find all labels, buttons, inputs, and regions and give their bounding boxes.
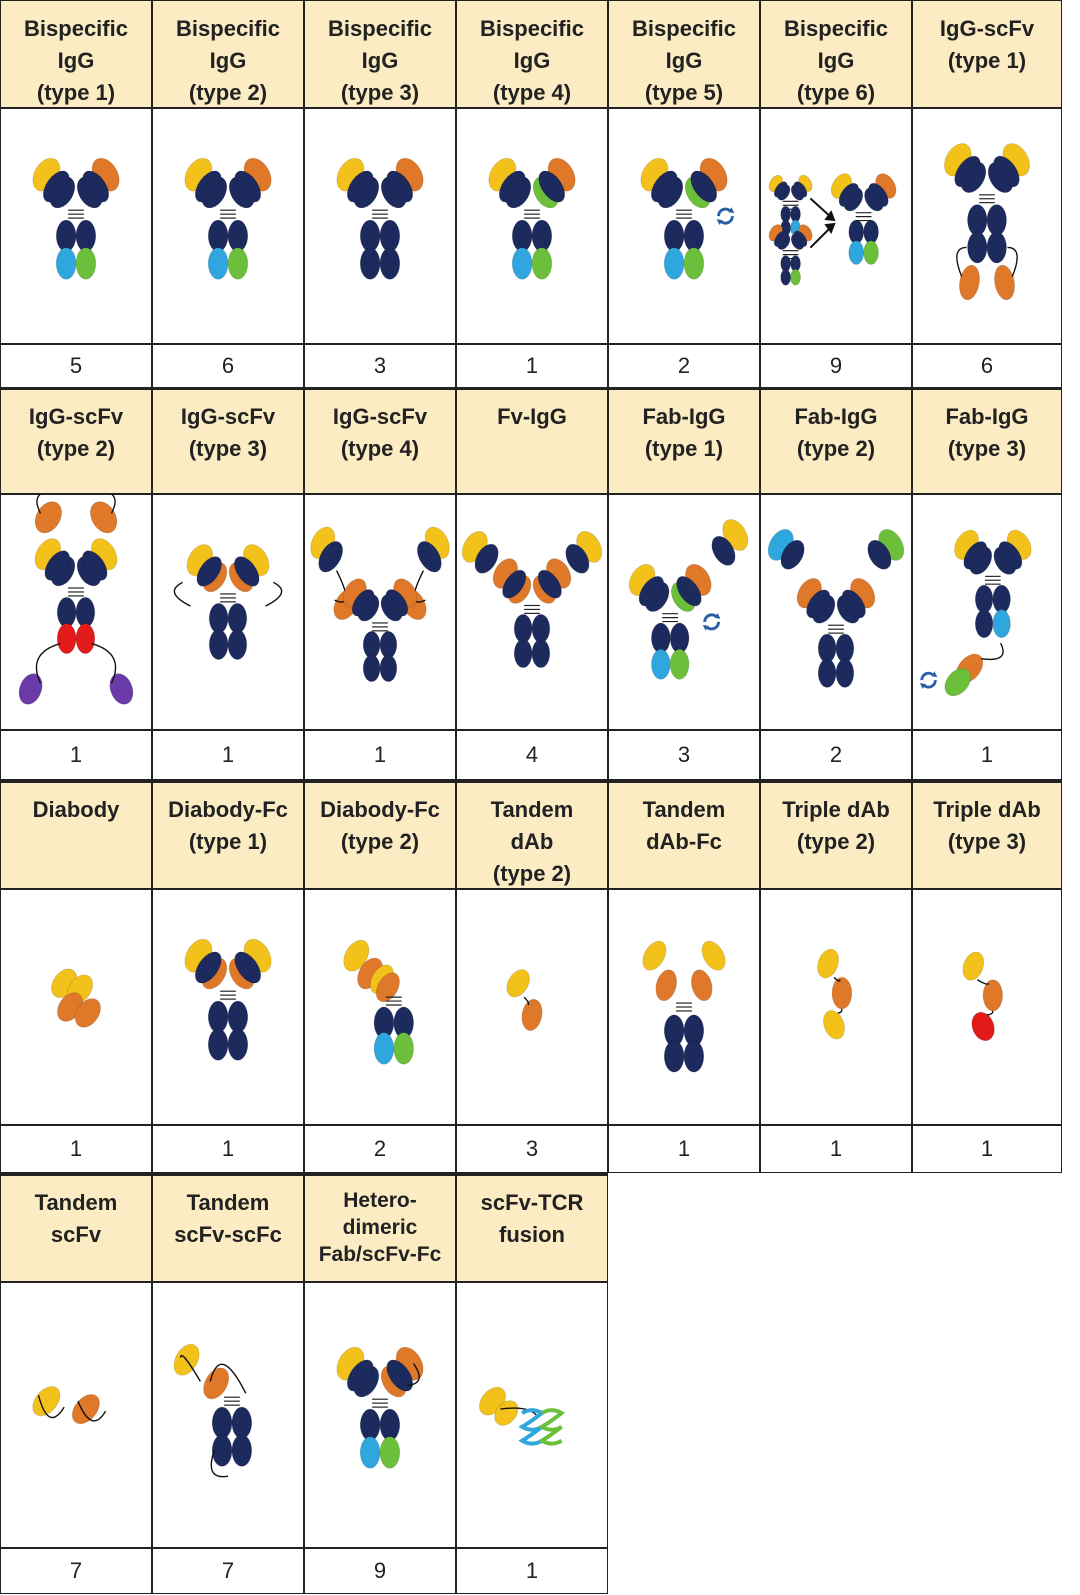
format-name: Bispecific IgG (type 2) (152, 0, 304, 108)
igg-assembly-icon (760, 108, 912, 344)
format-count: 6 (152, 344, 304, 388)
format-name: Fv-IgG (456, 388, 608, 494)
format-name: IgG-scFv (type 4) (304, 388, 456, 494)
tandem-scfv-scfc-icon (152, 1282, 304, 1548)
row-divider (0, 387, 1062, 390)
format-count: 3 (608, 730, 760, 780)
triple-dab-3-icon (912, 889, 1062, 1125)
format-count: 1 (0, 730, 152, 780)
igg-swap-arrows-icon (608, 108, 760, 344)
fab-igg-1-icon (608, 494, 760, 730)
format-count: 1 (152, 1125, 304, 1173)
format-name: Bispecific IgG (type 5) (608, 0, 760, 108)
format-name: Bispecific IgG (type 3) (304, 0, 456, 108)
format-count: 4 (456, 730, 608, 780)
format-count: 1 (0, 1125, 152, 1173)
format-name: Diabody (0, 781, 152, 889)
format-name: Bispecific IgG (type 1) (0, 0, 152, 108)
format-count: 3 (456, 1125, 608, 1173)
format-count: 3 (304, 344, 456, 388)
format-name: Fab-IgG (type 2) (760, 388, 912, 494)
fab-igg-2-icon (760, 494, 912, 730)
format-name: scFv-TCR fusion (456, 1174, 608, 1282)
format-count: 2 (760, 730, 912, 780)
diabody-icon (0, 889, 152, 1125)
format-count: 1 (456, 344, 608, 388)
format-count: 1 (912, 1125, 1062, 1173)
triple-dab-2-icon (760, 889, 912, 1125)
igg-scfv-bottom-icon (912, 108, 1062, 344)
igg-cyan-green-fc-icon (0, 108, 152, 344)
format-count: 1 (304, 730, 456, 780)
tandem-scfv-icon (0, 1282, 152, 1548)
tandem-dab-icon (456, 889, 608, 1125)
format-count: 1 (912, 730, 1062, 780)
format-name: Hetero- dimeric Fab/scFv-Fc (304, 1174, 456, 1282)
format-count: 2 (304, 1125, 456, 1173)
row-divider (0, 1173, 608, 1176)
fv-igg-icon (456, 494, 608, 730)
format-name: Tandem dAb (type 2) (456, 781, 608, 889)
format-count: 2 (608, 344, 760, 388)
tandem-dab-fc-icon (608, 889, 760, 1125)
igg-green-arm-icon (456, 108, 608, 344)
igg-plain-icon (304, 108, 456, 344)
format-name: IgG-scFv (type 1) (912, 0, 1062, 108)
format-name: Fab-IgG (type 1) (608, 388, 760, 494)
format-name: Tandem dAb-Fc (608, 781, 760, 889)
diabody-fc-1-icon (152, 889, 304, 1125)
format-count: 7 (152, 1548, 304, 1594)
format-count: 1 (152, 730, 304, 780)
format-count: 7 (0, 1548, 152, 1594)
igg-scfv-side-icon (152, 494, 304, 730)
format-name: Triple dAb (type 3) (912, 781, 1062, 889)
format-name: Diabody-Fc (type 2) (304, 781, 456, 889)
format-count: 5 (0, 344, 152, 388)
igg-cyan-green-fc-icon (152, 108, 304, 344)
format-name: Tandem scFv-scFc (152, 1174, 304, 1282)
format-name: Triple dAb (type 2) (760, 781, 912, 889)
format-name: IgG-scFv (type 3) (152, 388, 304, 494)
format-name: Tandem scFv (0, 1174, 152, 1282)
format-name: Bispecific IgG (type 6) (760, 0, 912, 108)
format-count: 9 (760, 344, 912, 388)
format-count: 9 (304, 1548, 456, 1594)
scfv-tcr-icon (456, 1282, 608, 1548)
heterodimeric-icon (304, 1282, 456, 1548)
format-name: Fab-IgG (type 3) (912, 388, 1062, 494)
igg-scfv-multi-icon (0, 494, 152, 730)
format-count: 1 (456, 1548, 608, 1594)
format-name: IgG-scFv (type 2) (0, 388, 152, 494)
row-divider (0, 780, 1062, 783)
format-count: 1 (608, 1125, 760, 1173)
fab-igg-3-icon (912, 494, 1062, 730)
diabody-fc-2-icon (304, 889, 456, 1125)
format-name: Diabody-Fc (type 1) (152, 781, 304, 889)
format-count: 6 (912, 344, 1062, 388)
igg-scfv-top-icon (304, 494, 456, 730)
format-name: Bispecific IgG (type 4) (456, 0, 608, 108)
format-count: 1 (760, 1125, 912, 1173)
